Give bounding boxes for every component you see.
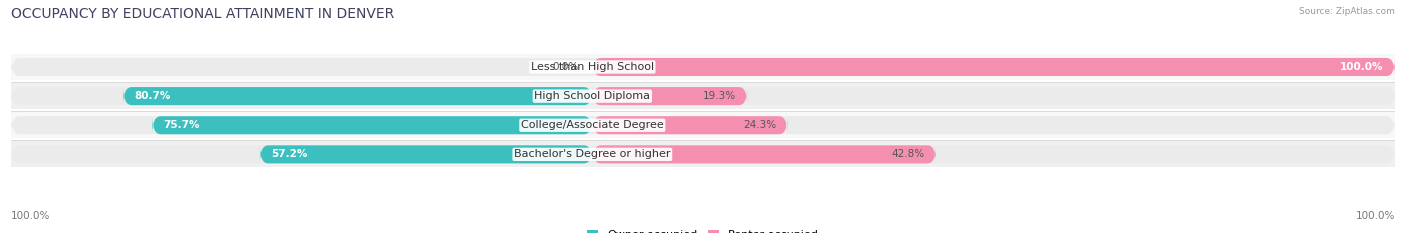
Text: 19.3%: 19.3% <box>703 91 737 101</box>
Bar <box>11 54 1395 80</box>
Bar <box>11 83 1395 109</box>
Text: 75.7%: 75.7% <box>163 120 200 130</box>
Legend: Owner-occupied, Renter-occupied: Owner-occupied, Renter-occupied <box>586 230 820 233</box>
Text: 100.0%: 100.0% <box>1355 211 1395 221</box>
FancyBboxPatch shape <box>592 145 936 163</box>
Text: Source: ZipAtlas.com: Source: ZipAtlas.com <box>1299 7 1395 16</box>
Bar <box>11 141 1395 168</box>
FancyBboxPatch shape <box>11 145 1395 163</box>
Text: 24.3%: 24.3% <box>744 120 776 130</box>
FancyBboxPatch shape <box>592 87 747 105</box>
FancyBboxPatch shape <box>11 58 1395 76</box>
Text: High School Diploma: High School Diploma <box>534 91 651 101</box>
FancyBboxPatch shape <box>592 116 787 134</box>
FancyBboxPatch shape <box>152 116 592 134</box>
Text: 42.8%: 42.8% <box>891 149 925 159</box>
Text: 80.7%: 80.7% <box>135 91 172 101</box>
Text: College/Associate Degree: College/Associate Degree <box>522 120 664 130</box>
Bar <box>11 112 1395 138</box>
Text: 0.0%: 0.0% <box>553 62 578 72</box>
FancyBboxPatch shape <box>11 116 1395 134</box>
FancyBboxPatch shape <box>11 87 1395 105</box>
FancyBboxPatch shape <box>260 145 592 163</box>
Text: OCCUPANCY BY EDUCATIONAL ATTAINMENT IN DENVER: OCCUPANCY BY EDUCATIONAL ATTAINMENT IN D… <box>11 7 395 21</box>
Text: 100.0%: 100.0% <box>11 211 51 221</box>
Text: 100.0%: 100.0% <box>1340 62 1384 72</box>
Text: 57.2%: 57.2% <box>271 149 308 159</box>
Text: Less than High School: Less than High School <box>530 62 654 72</box>
FancyBboxPatch shape <box>124 87 592 105</box>
FancyBboxPatch shape <box>592 58 1395 76</box>
Text: Bachelor's Degree or higher: Bachelor's Degree or higher <box>515 149 671 159</box>
